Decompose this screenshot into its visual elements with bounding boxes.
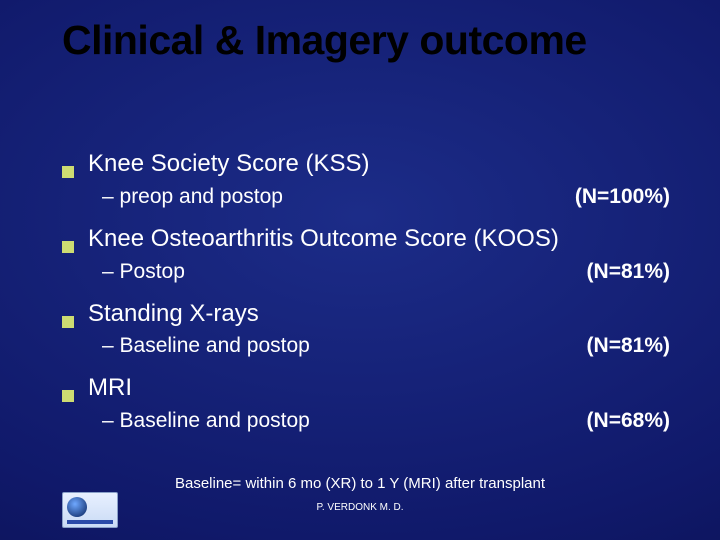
item-label: MRI <box>88 374 132 403</box>
n-value: (N=81%) <box>587 260 670 284</box>
footnote: Baseline= within 6 mo (XR) to 1 Y (MRI) … <box>0 475 720 492</box>
sub-label: – Baseline and postop <box>102 334 587 358</box>
content-list: Knee Society Score (KSS) – preop and pos… <box>62 150 670 433</box>
bullet-item: Knee Osteoarthritis Outcome Score (KOOS) <box>62 225 670 254</box>
item-label: Knee Osteoarthritis Outcome Score (KOOS) <box>88 225 559 254</box>
bullet-item: MRI <box>62 374 670 403</box>
bullet-square-icon <box>62 316 74 328</box>
n-value: (N=100%) <box>575 185 670 209</box>
n-value: (N=81%) <box>587 334 670 358</box>
sub-label: – Baseline and postop <box>102 409 587 433</box>
slide: Clinical & Imagery outcome Knee Society … <box>0 0 720 540</box>
sub-label: – Postop <box>102 260 587 284</box>
bullet-item: Knee Society Score (KSS) <box>62 150 670 179</box>
item-label: Knee Society Score (KSS) <box>88 150 369 179</box>
bullet-item: Standing X-rays <box>62 300 670 329</box>
university-logo-icon <box>62 492 118 528</box>
sub-row: – Postop (N=81%) <box>102 260 670 284</box>
sub-row: – preop and postop (N=100%) <box>102 185 670 209</box>
sub-label: – preop and postop <box>102 185 575 209</box>
sub-row: – Baseline and postop (N=81%) <box>102 334 670 358</box>
sub-row: – Baseline and postop (N=68%) <box>102 409 670 433</box>
bullet-square-icon <box>62 390 74 402</box>
item-label: Standing X-rays <box>88 300 259 329</box>
slide-title: Clinical & Imagery outcome <box>62 18 680 64</box>
n-value: (N=68%) <box>587 409 670 433</box>
bullet-square-icon <box>62 166 74 178</box>
bullet-square-icon <box>62 241 74 253</box>
